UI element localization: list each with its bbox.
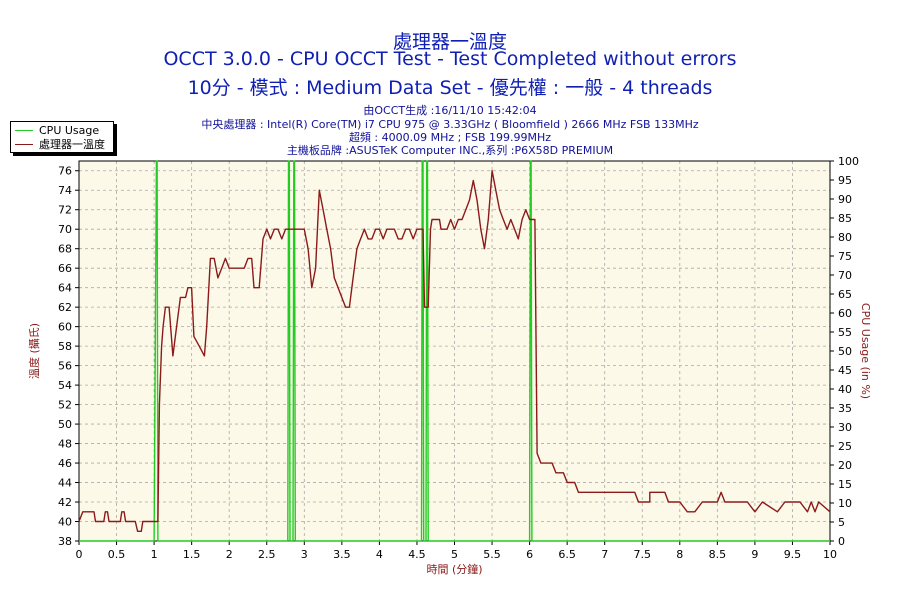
x-tick-label: 3.5: [333, 548, 351, 561]
y-right-tick-label: 70: [838, 269, 852, 282]
legend-label: CPU Usage: [39, 123, 100, 137]
x-tick-label: 8: [676, 548, 683, 561]
x-tick-label: 6.5: [558, 548, 576, 561]
y-left-tick-label: 44: [58, 477, 72, 490]
y-left-tick-label: 42: [58, 496, 72, 509]
x-tick-label: 10: [823, 548, 837, 561]
y-right-tick-label: 20: [838, 459, 852, 472]
x-tick-label: 2: [226, 548, 233, 561]
info-cpu: 中央處理器 : Intel(R) Core(TM) i7 CPU 975 @ 3…: [201, 118, 699, 131]
y-left-tick-label: 56: [58, 360, 72, 373]
x-tick-label: 5.5: [483, 548, 501, 561]
y-left-tick-label: 74: [58, 184, 72, 197]
y-right-tick-label: 90: [838, 193, 852, 206]
y-right-tick-label: 85: [838, 212, 852, 225]
x-tick-label: 6: [526, 548, 533, 561]
y-left-tick-label: 66: [58, 262, 72, 275]
chart-title-main: 處理器一溫度: [392, 31, 507, 53]
y-left-tick-label: 50: [58, 418, 72, 431]
legend-item-cpu-temp: 處理器一溫度: [15, 137, 105, 151]
y-right-tick-label: 80: [838, 231, 852, 244]
legend-swatch: [15, 129, 33, 131]
series-line-cpu-usage: [79, 160, 830, 542]
legend-label: 處理器一溫度: [39, 138, 105, 151]
x-tick-label: 4.5: [408, 548, 426, 561]
y-left-tick-label: 62: [58, 301, 72, 314]
y-right-tick-label: 60: [838, 307, 852, 320]
chart-title-test: OCCT 3.0.0 - CPU OCCT Test - Test Comple…: [163, 48, 737, 70]
y-left-tick-label: 48: [58, 438, 72, 451]
x-tick-label: 7.5: [634, 548, 652, 561]
y-left-tick-label: 46: [58, 457, 72, 470]
y-left-tick-label: 52: [58, 399, 72, 412]
y-right-tick-label: 95: [838, 174, 852, 187]
x-tick-label: 2.5: [258, 548, 276, 561]
y-right-tick-label: 65: [838, 288, 852, 301]
y-right-tick-label: 40: [838, 383, 852, 396]
x-tick-label: 5: [451, 548, 458, 561]
info-overclock: 超頻 : 4000.09 MHz ; FSB 199.99MHz: [348, 131, 552, 144]
y-right-tick-label: 35: [838, 402, 852, 415]
y-right-tick-label: 25: [838, 440, 852, 453]
x-tick-label: 1.5: [183, 548, 201, 561]
y-right-tick-label: 100: [838, 155, 859, 168]
y-right-tick-label: 15: [838, 478, 852, 491]
y-right-tick-label: 30: [838, 421, 852, 434]
x-axis-title: 時間 (分鐘): [426, 562, 482, 576]
info-generated: 由OCCT生成 :16/11/10 15:42:04: [363, 104, 537, 117]
y-left-tick-label: 58: [58, 340, 72, 353]
info-motherboard: 主機板品牌 :ASUSTeK Computer INC.,系列 :P6X58D …: [286, 144, 614, 157]
y-left-tick-label: 64: [58, 282, 72, 295]
y-right-tick-label: 50: [838, 345, 852, 358]
x-tick-label: 7: [601, 548, 608, 561]
x-tick-label: 9: [751, 548, 758, 561]
y-left-tick-label: 68: [58, 243, 72, 256]
y-left-tick-label: 72: [58, 204, 72, 217]
x-tick-label: 8.5: [709, 548, 727, 561]
y-left-tick-label: 70: [58, 223, 72, 236]
y-left-tick-label: 40: [58, 516, 72, 529]
legend-swatch: [15, 143, 33, 145]
y-right-axis-title: CPU Usage (in %): [859, 303, 872, 399]
y-left-tick-label: 76: [58, 165, 72, 178]
x-tick-label: 1: [151, 548, 158, 561]
chart-title-params: 10分 - 模式 : Medium Data Set - 優先權 : 一般 - …: [187, 77, 713, 99]
y-left-tick-label: 60: [58, 321, 72, 334]
y-left-tick-label: 38: [58, 535, 72, 548]
y-right-tick-label: 10: [838, 497, 852, 510]
y-right-tick-label: 55: [838, 326, 852, 339]
y-right-tick-label: 45: [838, 364, 852, 377]
y-left-tick-label: 54: [58, 379, 72, 392]
legend: CPU Usage 處理器一溫度: [10, 121, 114, 153]
x-tick-label: 0.5: [108, 548, 126, 561]
y-right-tick-label: 0: [838, 535, 845, 548]
x-tick-label: 0: [76, 548, 83, 561]
series-line-cpu-temperature: [78, 169, 831, 532]
x-tick-label: 3: [301, 548, 308, 561]
y-left-axis-title: 溫度 (攝氏): [27, 323, 41, 379]
x-tick-label: 4: [376, 548, 383, 561]
y-right-tick-label: 75: [838, 250, 852, 263]
x-tick-label: 9.5: [784, 548, 802, 561]
legend-item-cpu-usage: CPU Usage: [15, 123, 99, 137]
y-right-tick-label: 5: [838, 516, 845, 529]
